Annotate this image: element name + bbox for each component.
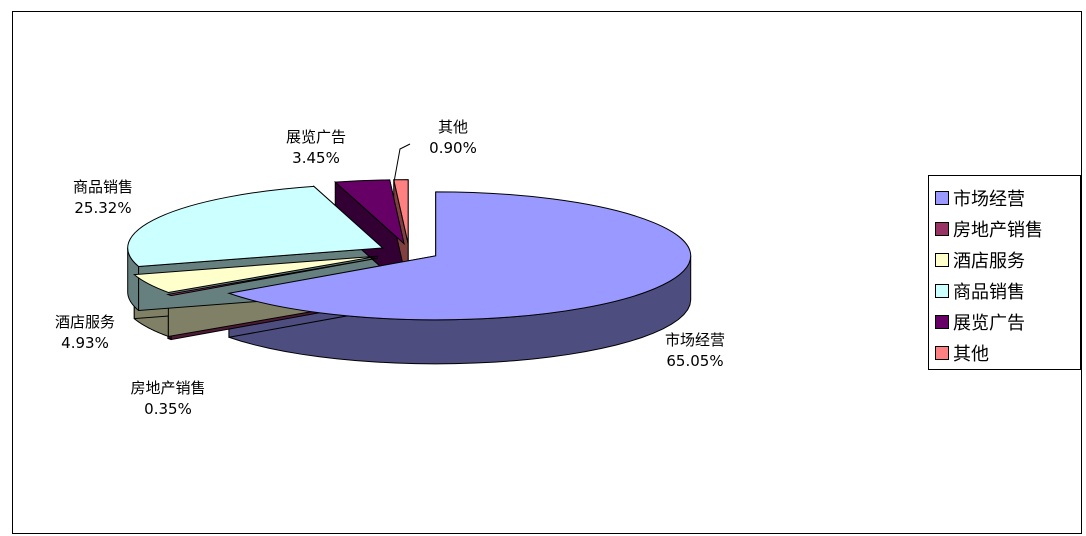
legend-item-hotel: 酒店服务 (935, 244, 1080, 275)
chart-frame: 市场经营 65.05% 房地产销售 0.35% 酒店服务 4.93% 商品销售 25.32% 展… (12, 11, 1082, 534)
legend-label: 市场经营 (953, 188, 1025, 210)
legend-label: 酒店服务 (953, 250, 1025, 272)
data-label-exhibition: 展览广告 3.45% (286, 128, 346, 167)
pie-tops (127, 179, 692, 321)
legend-swatch (935, 190, 949, 205)
legend-label: 房地产销售 (953, 219, 1043, 241)
legend-item-exhibition: 展览广告 (935, 306, 1080, 337)
label-percent: 25.32% (74, 199, 131, 217)
label-category: 其他 (438, 118, 468, 136)
slice-hotel (132, 255, 379, 293)
label-category: 展览广告 (286, 128, 346, 146)
label-category: 房地产销售 (130, 379, 205, 397)
label-percent: 0.90% (429, 139, 477, 157)
label-category: 市场经营 (665, 331, 725, 349)
legend-swatch (935, 345, 949, 360)
data-label-market: 市场经营 65.05% (665, 331, 725, 370)
legend: 市场经营 房地产销售 酒店服务 商品销售 展览广告 其他 (928, 175, 1081, 370)
legend-swatch (935, 314, 949, 329)
label-percent: 4.93% (61, 334, 109, 352)
legend-item-goods: 商品销售 (935, 275, 1080, 306)
legend-label: 其他 (953, 343, 989, 365)
label-percent: 3.45% (292, 149, 340, 167)
slice-exhibition (334, 179, 405, 246)
data-label-other: 其他 0.90% (429, 118, 477, 157)
legend-item-other: 其他 (935, 337, 1080, 368)
legend-item-market: 市场经营 (935, 182, 1080, 213)
label-percent: 0.35% (144, 400, 192, 418)
legend-label: 商品销售 (953, 281, 1025, 303)
data-label-realestate: 房地产销售 0.35% (130, 379, 205, 418)
data-label-hotel: 酒店服务 4.93% (55, 313, 115, 352)
data-labels: 市场经营 65.05% 房地产销售 0.35% 酒店服务 4.93% 商品销售 25.32% 展… (55, 118, 725, 418)
slice-other (393, 179, 409, 244)
slice-market (226, 191, 692, 321)
legend-swatch (935, 221, 949, 236)
legend-label: 展览广告 (953, 312, 1025, 334)
slice-realestate (166, 257, 379, 297)
label-category: 商品销售 (73, 178, 133, 196)
data-label-goods: 商品销售 25.32% (73, 178, 133, 217)
label-percent: 65.05% (666, 352, 723, 370)
leader-line-other (393, 143, 411, 183)
legend-swatch (935, 252, 949, 267)
slice-goods (127, 185, 384, 267)
legend-swatch (935, 283, 949, 298)
pie-chart: 市场经营 65.05% 房地产销售 0.35% 酒店服务 4.93% 商品销售 25.32% 展… (55, 118, 725, 418)
legend-item-realestate: 房地产销售 (935, 213, 1080, 244)
label-category: 酒店服务 (55, 313, 115, 331)
